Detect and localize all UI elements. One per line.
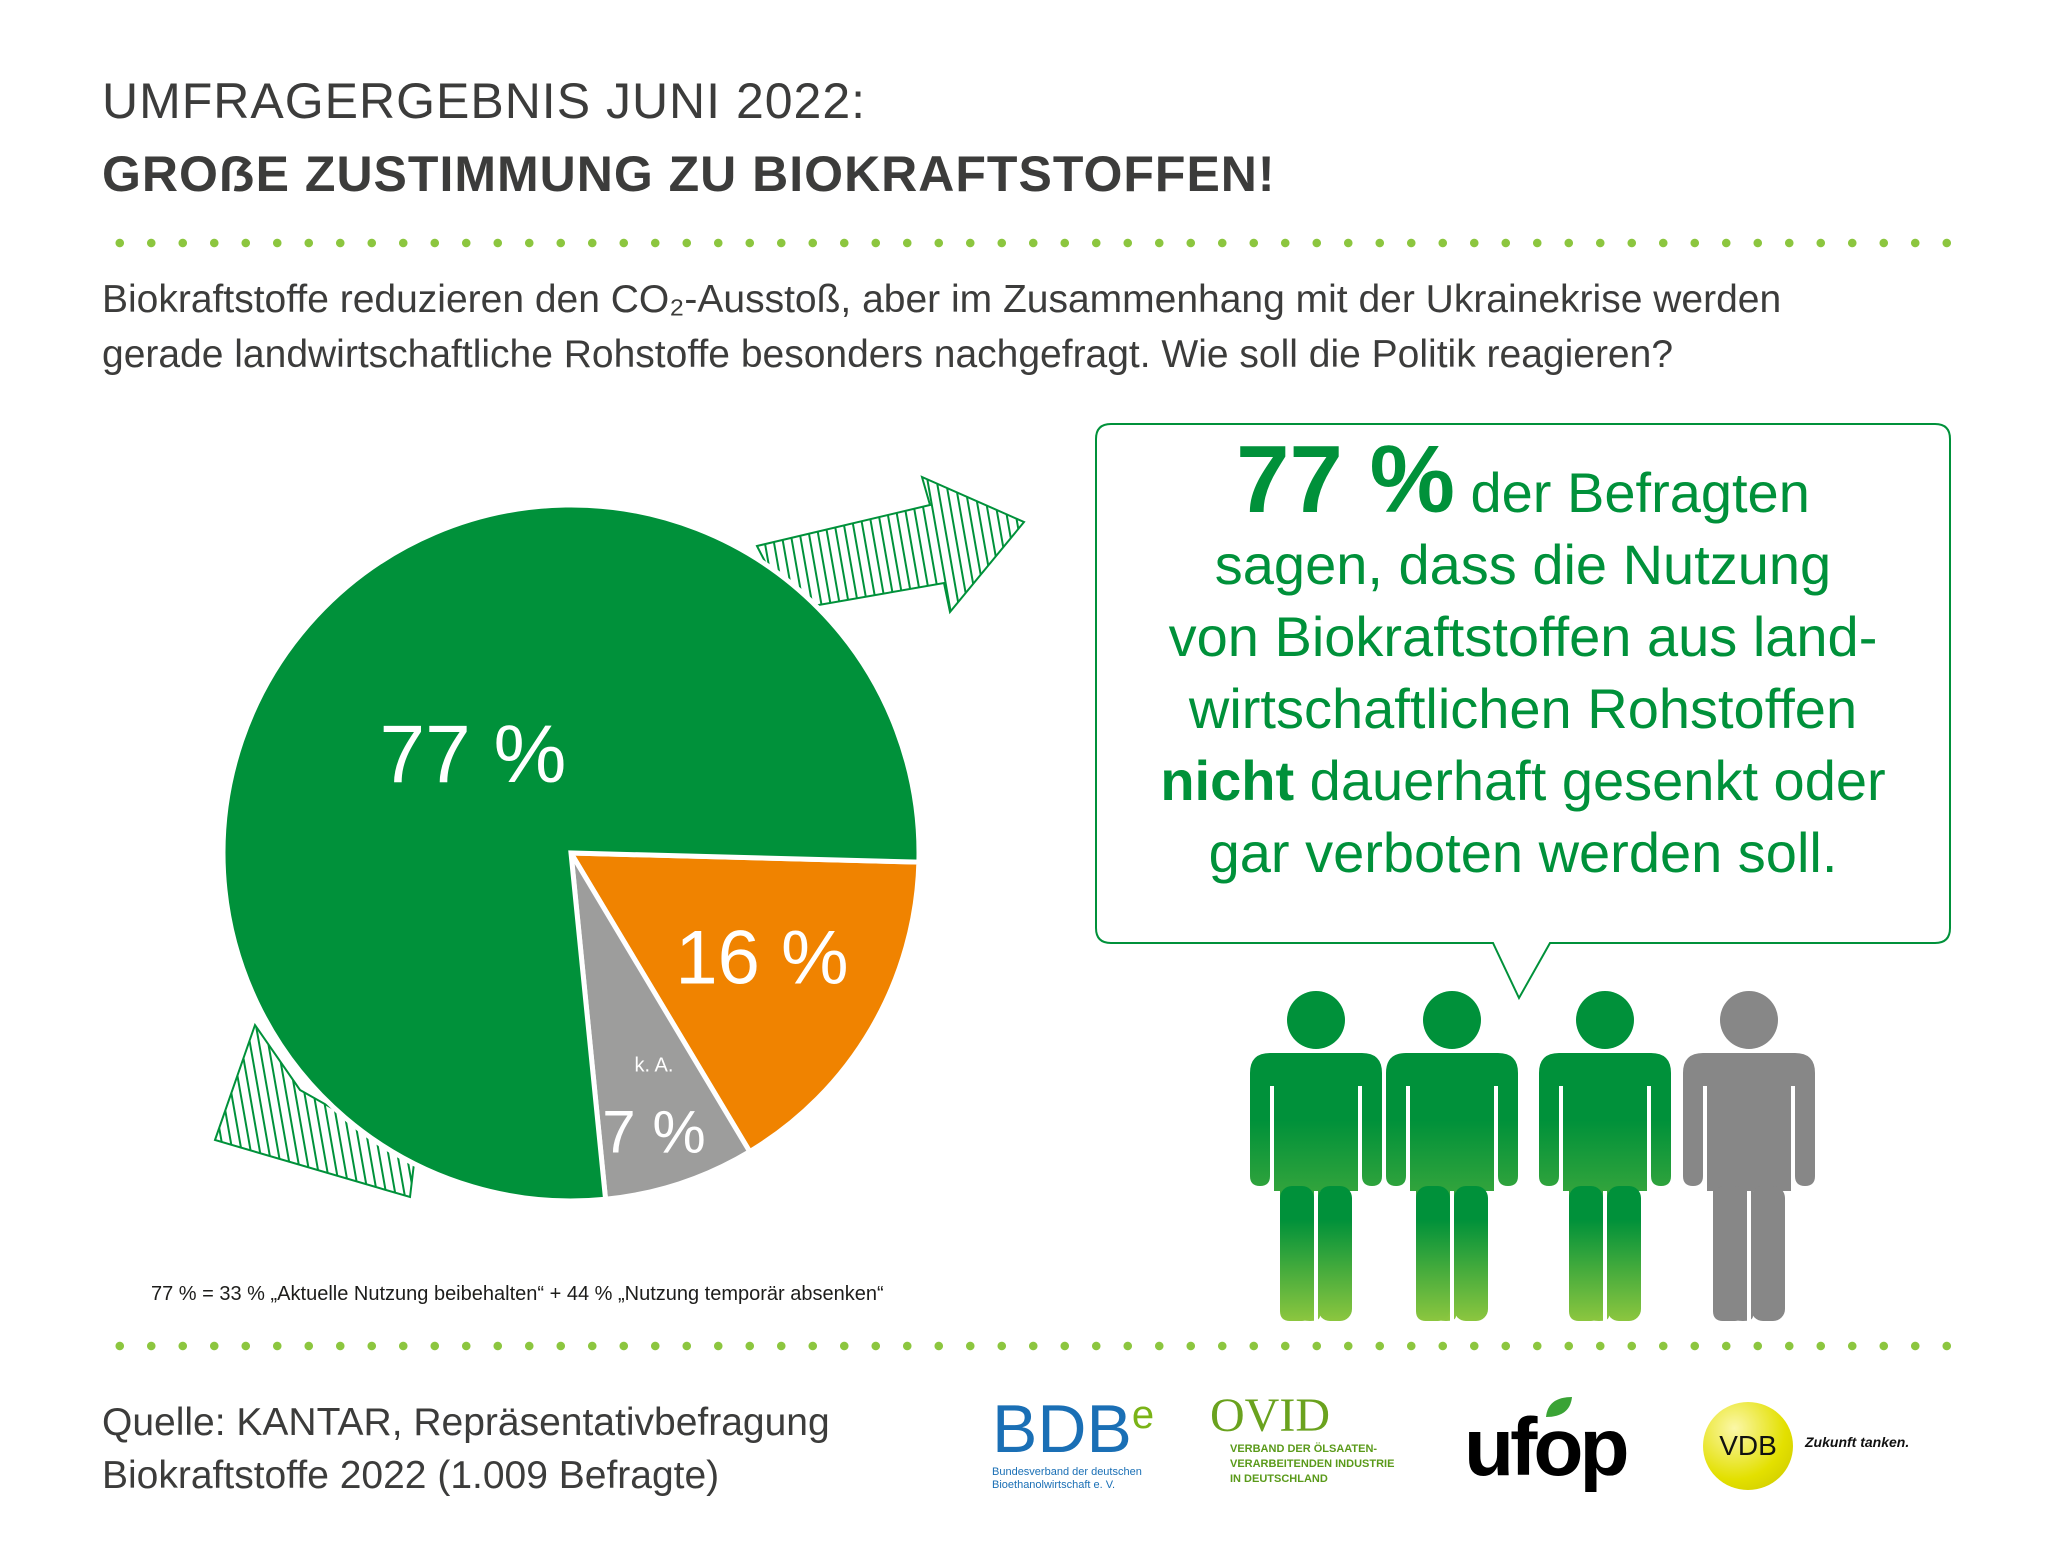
slice-label-7: 7 %: [602, 1098, 706, 1166]
person-icon: [1386, 991, 1518, 1321]
bubble-line-1: der Befragten: [1454, 461, 1810, 524]
bdbe-sub-2: Bioethanolwirtschaft e. V.: [992, 1479, 1116, 1491]
source-line-2: Biokraftstoffe 2022 (1.009 Befragte): [102, 1454, 720, 1497]
source-line-1: Quelle: KANTAR, Repräsentativbefragung: [102, 1401, 830, 1444]
bubble-line-4: wirtschaftlichen Rohstoffen: [1188, 677, 1858, 740]
bdbe-logo: BDBe Bundesverband der deutschen Bioetha…: [992, 1393, 1155, 1492]
bdbe-sub-1: Bundesverband der deutschen: [992, 1466, 1142, 1478]
ovid-name: OVID: [1210, 1389, 1330, 1442]
title-line-1: UMFRAGERGEBNIS JUNI 2022:: [102, 73, 867, 129]
title-line-2: GROẞE ZUSTIMMUNG ZU BIOKRAFTSTOFFEN!: [102, 146, 1276, 202]
ovid-sub-1: VERBAND DER ÖLSAATEN-: [1230, 1443, 1378, 1455]
ufop-name: ufop: [1464, 1402, 1630, 1493]
person-icon: [1539, 991, 1671, 1321]
bubble-line-2: sagen, dass die Nutzung: [1214, 533, 1832, 596]
source: Quelle: KANTAR, Repräsentativbefragung B…: [102, 1396, 830, 1502]
pie-slice-16: [566, 850, 922, 1156]
question-line-1: Biokraftstoffe reduzieren den CO₂-Aussto…: [102, 278, 1782, 321]
ovid-sub-3: IN DEUTSCHLAND: [1230, 1473, 1328, 1485]
survey-question: Biokraftstoffe reduzieren den CO₂-Aussto…: [102, 272, 1781, 382]
bdbe-name: BDB: [992, 1391, 1132, 1467]
slice-label-77: 77 %: [379, 709, 567, 800]
pie-slice-7: [568, 851, 754, 1203]
question-line-2: gerade landwirtschaftliche Rohstoffe bes…: [102, 333, 1674, 376]
vdb-logo: VDB Zukunft tanken.: [1703, 1402, 1909, 1490]
vdb-name: VDB: [1703, 1402, 1793, 1490]
bubble-line-5: dauerhaft gesenkt oder: [1294, 749, 1886, 812]
bubble-percent: 77 %: [1236, 426, 1455, 533]
pie-slices: [220, 502, 922, 1204]
slice-label-16: 16 %: [675, 915, 849, 1001]
bubble-line-6: gar verboten werden soll.: [1208, 821, 1838, 884]
bubble-line-3: von Biokraftstoffen aus land-: [1168, 605, 1878, 668]
ovid-sub-2: VERARBEITENDEN INDUSTRIE: [1230, 1458, 1395, 1470]
leaf-icon: [1546, 1397, 1572, 1417]
people-icons: [1250, 991, 1815, 1321]
person-icon: [1683, 991, 1815, 1321]
dotted-divider-bottom: [104, 1341, 1962, 1351]
person-icon: [1250, 991, 1382, 1321]
pie-slice-77: [220, 502, 922, 1204]
ovid-logo: OVID VERBAND DER ÖLSAATEN- VERARBEITENDE…: [1210, 1390, 1394, 1487]
bubble-bold-word: nicht: [1160, 749, 1295, 812]
slice-sublabel-ka: k. A.: [634, 1054, 674, 1077]
dotted-divider: [104, 238, 1962, 248]
vdb-tagline: Zukunft tanken.: [1805, 1434, 1910, 1450]
ufop-logo: ufop: [1464, 1395, 1630, 1493]
footnote: 77 % = 33 % „Aktuelle Nutzung beibehalte…: [151, 1283, 884, 1305]
bdbe-sup: e: [1131, 1393, 1155, 1437]
bubble-text: 77 % der Befragten sagen, dass die Nutzu…: [1100, 432, 1946, 889]
